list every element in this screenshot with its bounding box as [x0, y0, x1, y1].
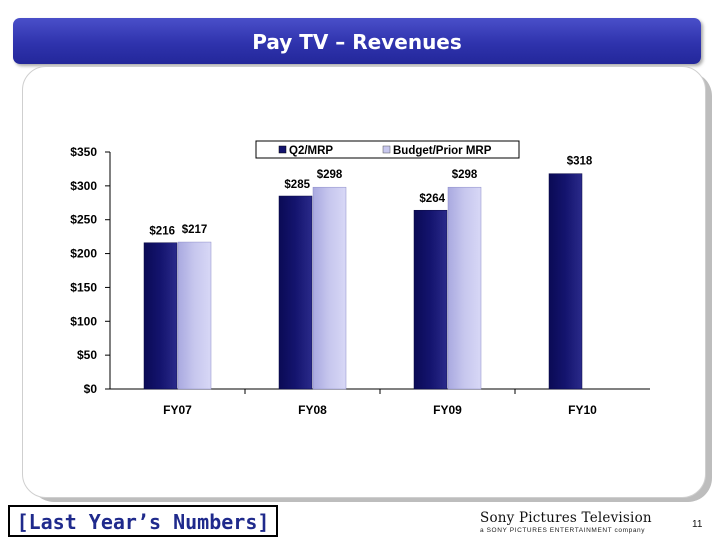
- y-tick-label: $0: [84, 382, 98, 396]
- data-label: $298: [317, 169, 343, 181]
- chart-panel: [22, 66, 706, 498]
- x-category-label: FY08: [298, 403, 327, 417]
- y-tick-label: $350: [70, 145, 97, 159]
- bar-q2-mrp: [278, 195, 313, 390]
- brand-tagline: a SONY PICTURES ENTERTAINMENT company: [480, 527, 646, 534]
- x-category-label: FY10: [568, 403, 597, 417]
- footer-note: [Last Year’s Numbers]: [16, 510, 270, 534]
- data-label: $264: [419, 193, 445, 205]
- footer-note-box: [Last Year’s Numbers]: [8, 505, 278, 537]
- y-tick-label: $200: [70, 247, 97, 261]
- title-bar: Pay TV – Revenues: [13, 18, 701, 64]
- data-label: $216: [149, 226, 175, 238]
- y-tick-label: $250: [70, 213, 97, 227]
- data-label: $298: [452, 169, 478, 181]
- page-number: 11: [692, 519, 703, 530]
- data-label: $318: [567, 156, 593, 168]
- legend-label-q2-mrp: Q2/MRP: [289, 145, 333, 157]
- y-tick-label: $100: [70, 314, 97, 328]
- data-label: $217: [182, 224, 208, 236]
- data-label: $285: [284, 179, 310, 191]
- bar-budget-prior-mrp: [447, 186, 482, 390]
- brand-name: Sony Pictures Television: [480, 510, 652, 526]
- bar-budget-prior-mrp: [177, 241, 212, 390]
- legend-swatch-q2-mrp: [278, 145, 287, 154]
- y-tick-label: $50: [77, 348, 97, 362]
- bar-q2-mrp: [413, 209, 448, 390]
- slide-title: Pay TV – Revenues: [252, 30, 462, 54]
- x-category-label: FY09: [433, 403, 462, 417]
- brand-logo: Sony Pictures Television a SONY PICTURES…: [480, 510, 670, 534]
- bar-q2-mrp: [548, 173, 583, 390]
- y-tick-label: $300: [70, 179, 97, 193]
- x-category-label: FY07: [163, 403, 192, 417]
- legend-swatch-budget-prior-mrp: [382, 145, 391, 154]
- legend-label-budget-prior-mrp: Budget/Prior MRP: [393, 145, 492, 157]
- y-tick-label: $150: [70, 280, 97, 294]
- bar-budget-prior-mrp: [312, 186, 347, 390]
- bar-q2-mrp: [143, 242, 178, 390]
